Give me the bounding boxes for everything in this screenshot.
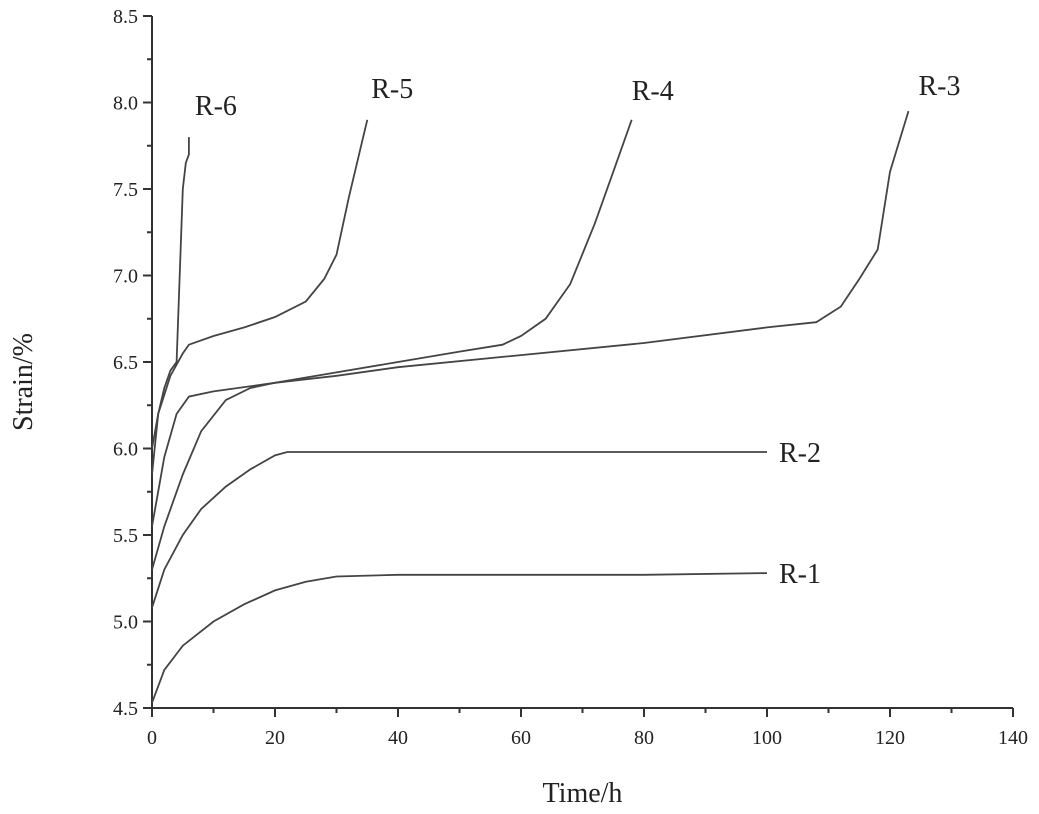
- series-label-r-5: R-5: [371, 74, 413, 105]
- series-label-r-2: R-2: [779, 438, 821, 469]
- series-label-r-3: R-3: [918, 71, 960, 102]
- x-tick-label: 100: [752, 727, 782, 749]
- x-tick-label: 120: [875, 727, 905, 749]
- x-tick-label: 20: [265, 727, 285, 749]
- y-tick-label: 5.0: [113, 612, 138, 634]
- axes: [151, 16, 1013, 709]
- x-tick-label: 140: [998, 727, 1028, 749]
- series-label-r-4: R-4: [632, 76, 674, 107]
- series-label-r-6: R-6: [195, 91, 237, 122]
- x-tick-label: 0: [147, 727, 157, 749]
- y-tick-label: 4.5: [113, 698, 138, 720]
- series-line-r-4: [151, 119, 633, 527]
- series-line-r-5: [151, 119, 369, 475]
- y-tick-label: 5.5: [113, 525, 138, 547]
- y-tick-label: 8.5: [113, 6, 138, 28]
- y-tick-label: 8.0: [113, 93, 138, 115]
- y-tick-label: 6.0: [113, 439, 138, 461]
- series-line-r-3: [151, 110, 910, 570]
- x-tick-label: 80: [634, 727, 654, 749]
- y-tick-label: 7.5: [113, 179, 138, 201]
- y-tick-label: 6.5: [113, 352, 138, 374]
- series-labels: R-1 R-2 R-3 R-4 R-5 R-6: [195, 71, 961, 590]
- series-line-r-1: [151, 572, 768, 704]
- y-tick-label: 7.0: [113, 266, 138, 288]
- series-lines: [151, 110, 910, 704]
- series-line-r-6: [151, 137, 190, 449]
- y-axis-title: Strain/%: [8, 333, 39, 431]
- x-tick-label: 40: [388, 727, 408, 749]
- series-line-r-2: [151, 451, 767, 608]
- series-label-r-1: R-1: [779, 559, 821, 590]
- ticks: 0 20 40 60 80 100 120 140 4.5 5.0 5.5 6.0 6.5 7.0 7.5 8…: [113, 6, 1028, 749]
- x-tick-label: 60: [511, 727, 531, 749]
- x-axis-title: Time/h: [543, 778, 623, 809]
